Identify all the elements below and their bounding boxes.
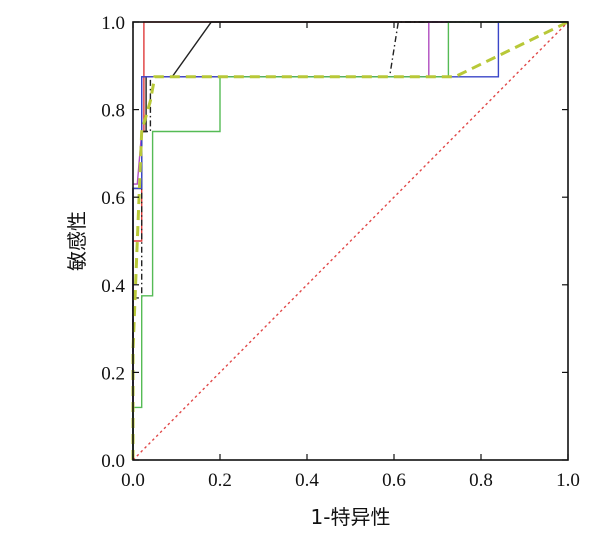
series-layer bbox=[131, 20, 569, 461]
x-tick-label: 0.4 bbox=[295, 470, 319, 491]
roc-series-5 bbox=[132, 21, 568, 460]
roc-series-8 bbox=[132, 21, 569, 461]
x-tick-label: 0.2 bbox=[208, 470, 232, 491]
y-tick-label: 0.4 bbox=[101, 276, 125, 297]
plot-frame bbox=[132, 21, 569, 461]
roc-series-4 bbox=[133, 21, 568, 185]
x-axis-title: 1-特异性 bbox=[311, 505, 391, 529]
roc-series-3 bbox=[132, 21, 568, 460]
roc-series-6 bbox=[132, 21, 568, 460]
x-tick-label: 1.0 bbox=[556, 470, 580, 491]
x-tick-label: 0.0 bbox=[121, 470, 145, 491]
x-tick-label: 0.8 bbox=[469, 470, 493, 491]
y-tick-label: 1.0 bbox=[101, 13, 125, 34]
tick-layer: 0.0 0.2 0.4 0.6 0.8 1.0 0.0 0.2 0.4 0.6 0.8 1.0 bbox=[101, 13, 580, 491]
roc-series-7 bbox=[131, 20, 569, 460]
y-axis-title: 敏感性 bbox=[65, 211, 89, 271]
x-tick-label: 0.6 bbox=[382, 470, 406, 491]
y-tick-label: 0.6 bbox=[101, 188, 125, 209]
y-tick-label: 0.0 bbox=[101, 451, 125, 472]
y-tick-label: 0.8 bbox=[101, 101, 125, 122]
y-tick-label: 0.2 bbox=[101, 363, 125, 384]
